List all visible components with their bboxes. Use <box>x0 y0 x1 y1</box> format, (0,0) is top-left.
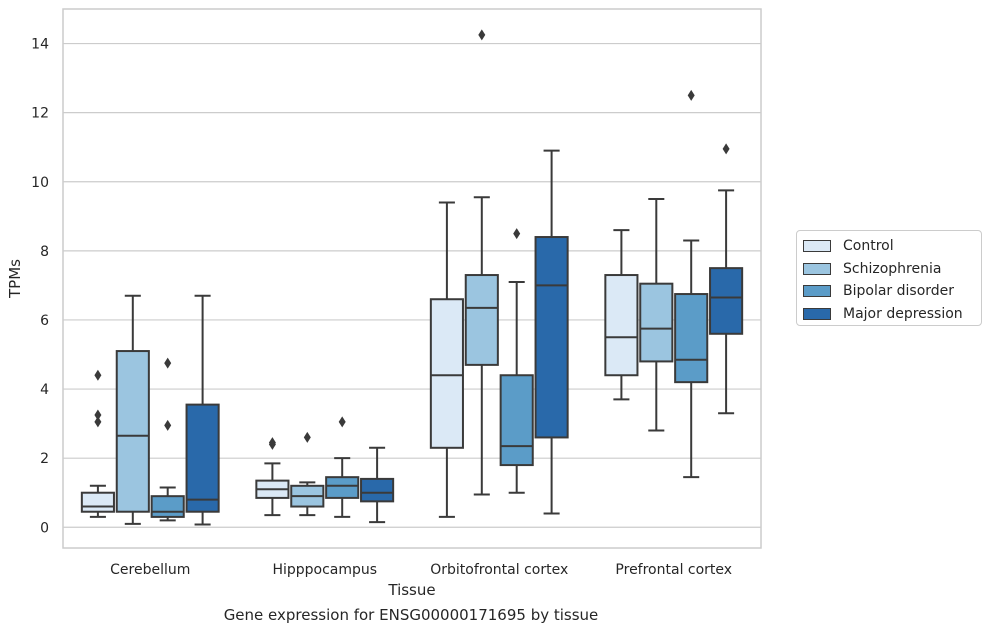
outlier-point <box>94 416 102 428</box>
x-tick-label: Cerebellum <box>110 562 190 578</box>
box <box>709 267 744 335</box>
plot-frame <box>62 8 762 549</box>
outlier-point <box>164 419 172 431</box>
box <box>150 495 185 518</box>
y-tick-label: 6 <box>40 313 49 329</box>
box <box>604 274 639 377</box>
outlier-point <box>94 409 102 421</box>
box <box>325 476 360 499</box>
y-tick-label: 10 <box>31 175 49 191</box>
x-tick-label: Hipppocampus <box>272 562 377 578</box>
legend-item-major-depression: Major depression <box>803 303 981 326</box>
x-tick-labels: Cerebellum Hipppocampus Orbitofrontal cort… <box>110 562 732 578</box>
y-tick-label: 0 <box>40 520 49 536</box>
figure-caption: Gene expression for ENSG00000171695 by t… <box>223 606 599 624</box>
box <box>115 350 150 513</box>
box <box>429 298 464 449</box>
series-schizophrenia <box>115 29 674 525</box>
box <box>464 274 499 366</box>
legend-label: Bipolar disorder <box>843 283 955 300</box>
x-tick-label: Orbitofrontal cortex <box>430 562 568 578</box>
y-tick-labels: 0 2 4 6 8 10 12 14 <box>31 37 49 537</box>
box <box>674 293 709 384</box>
legend-swatch <box>803 307 831 320</box>
legend-item-control: Control <box>803 235 981 258</box>
legend-item-schizophrenia: Schizophrenia <box>803 258 981 281</box>
legend-swatch <box>803 262 831 275</box>
outlier-point <box>164 357 172 369</box>
outlier-point <box>268 438 276 450</box>
box-plot-series <box>80 29 744 526</box>
box <box>80 491 115 513</box>
legend: Control Schizophrenia Bipolar disorder M… <box>796 230 982 326</box>
legend-swatch <box>803 240 831 253</box>
box <box>360 477 395 503</box>
series-control <box>80 201 639 518</box>
legend-label: Major depression <box>843 305 963 322</box>
gridlines <box>63 42 761 528</box>
y-tick-label: 14 <box>31 37 49 53</box>
y-tick-label: 12 <box>31 106 49 122</box>
outlier-point <box>687 89 695 101</box>
x-axis-label: Tissue <box>387 581 435 599</box>
outlier-point <box>722 143 730 155</box>
outlier-point <box>513 228 521 240</box>
legend-label: Control <box>843 238 894 255</box>
y-tick-label: 4 <box>40 382 49 398</box>
legend-swatch <box>803 285 831 298</box>
legend-label: Schizophrenia <box>843 260 942 277</box>
series-major-depression <box>185 143 744 526</box>
y-tick-label: 8 <box>40 244 49 260</box>
box <box>185 403 220 513</box>
y-axis-label: TPMs <box>6 259 24 299</box>
outlier-point <box>94 369 102 381</box>
y-tick-label: 2 <box>40 451 49 467</box>
outlier-point <box>478 29 486 41</box>
box <box>499 374 534 467</box>
box <box>534 236 569 439</box>
x-tick-label: Prefrontal cortex <box>615 562 732 578</box>
outlier-point <box>338 416 346 428</box>
legend-item-bipolar-disorder: Bipolar disorder <box>803 280 981 303</box>
box <box>639 282 674 363</box>
series-bipolar-disorder <box>150 89 709 522</box>
outlier-point <box>303 431 311 443</box>
